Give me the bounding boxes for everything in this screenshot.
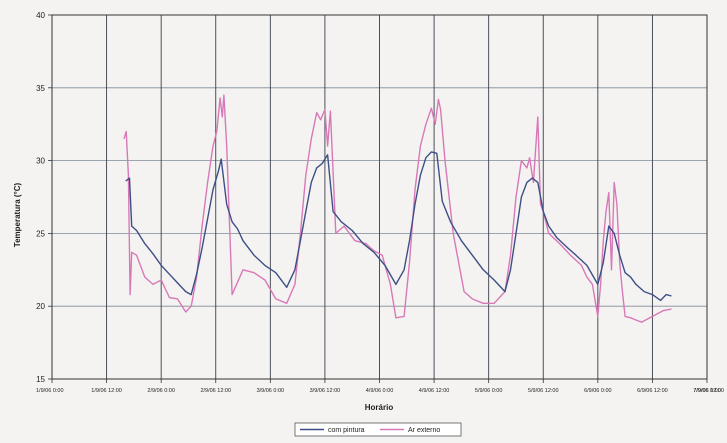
x-tick-label: 5/9/06 0:00 [475, 388, 503, 394]
y-tick-label: 30 [36, 157, 45, 166]
x-tick-label: 3/9/06 12:00 [310, 388, 341, 394]
series-lines [123, 94, 672, 323]
x-tick-label: 6/9/06 0:00 [584, 388, 612, 394]
x-tick-label: 5/9/06 12:00 [528, 388, 559, 394]
legend-box [294, 422, 462, 437]
series-line-ar-externo [123, 94, 672, 323]
x-tick-label: 2/9/06 12:00 [200, 388, 231, 394]
y-tick-label: 25 [36, 229, 45, 238]
x-tick-label: 7/9/06 0:00 [693, 388, 721, 394]
x-axis-label: Horário [365, 403, 394, 412]
x-tick-label: 2/9/06 0:00 [147, 388, 175, 394]
x-tick-label: 7/9/06 12:00 [693, 388, 724, 394]
legend-label-com-pintura: com pintura [328, 427, 365, 434]
x-axis-ticks: 1/9/06 0:00 1/9/06 12:00 2/9/06 0:00 2/9/06… [36, 379, 724, 394]
x-tick-label: 1/9/06 12:00 [91, 388, 122, 394]
legend: com pintura Ar externo [294, 422, 462, 437]
y-axis-ticks: 15 20 25 30 35 40 [36, 11, 52, 384]
y-tick-label: 15 [36, 375, 45, 384]
y-tick-label: 40 [36, 11, 45, 20]
x-tick-label: 4/9/06 0:00 [366, 388, 394, 394]
legend-label-ar-externo: Ar externo [408, 427, 440, 434]
x-tick-label: 3/9/06 0:00 [257, 388, 285, 394]
x-tick-label: 6/9/06 12:00 [637, 388, 668, 394]
y-axis-label: Temperatura (°C) [13, 182, 22, 247]
series-line-com-pintura [125, 151, 672, 302]
x-tick-label: 1/9/06 0:00 [36, 388, 64, 394]
y-tick-label: 20 [36, 302, 45, 311]
y-tick-label: 35 [36, 84, 45, 93]
x-tick-label: 4/9/06 12:00 [419, 388, 450, 394]
